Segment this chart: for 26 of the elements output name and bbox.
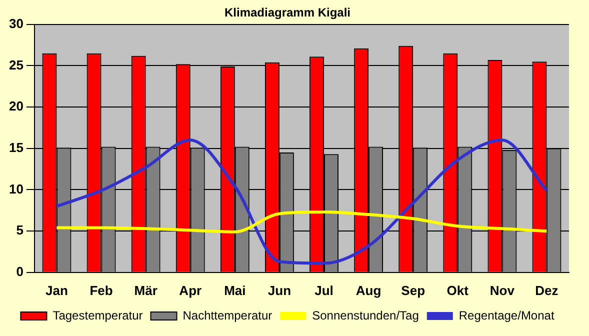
line-series — [55, 138, 548, 265]
y-tick-label: 20 — [8, 98, 24, 114]
legend-label: Tagestemperatur — [52, 308, 143, 322]
y-tick-label: 25 — [8, 57, 24, 72]
x-tick-label: Jul — [314, 282, 334, 298]
x-tick-label: Mai — [224, 282, 246, 298]
x-tick-label: Jun — [268, 282, 292, 298]
x-tick-label: Apr — [179, 282, 202, 298]
x-tick-label: Feb — [90, 282, 113, 298]
y-tick-label: 5 — [16, 222, 24, 238]
x-tick-label: Okt — [446, 282, 470, 298]
legend-label: Nachttemperatur — [182, 308, 272, 322]
legend-label: Regentage/Monat — [458, 308, 555, 322]
y-tick-label: 15 — [8, 140, 24, 155]
x-tick-label: Jan — [46, 282, 68, 298]
x-tick-label: Dez — [535, 282, 559, 298]
y-tick-label: 10 — [8, 181, 24, 196]
x-tick-label: Nov — [490, 282, 516, 298]
x-tick-label: Aug — [356, 282, 382, 298]
y-tick-label: 0 — [16, 264, 24, 279]
legend-label: Sonnenstunden/Tag — [312, 308, 419, 322]
x-tick-label: Sep — [401, 282, 426, 298]
y-tick-label: 30 — [8, 16, 24, 31]
chart-title: Klimadiagramm Kigali — [224, 6, 351, 20]
x-tick-label: Mär — [134, 282, 158, 298]
line-series — [55, 210, 548, 234]
